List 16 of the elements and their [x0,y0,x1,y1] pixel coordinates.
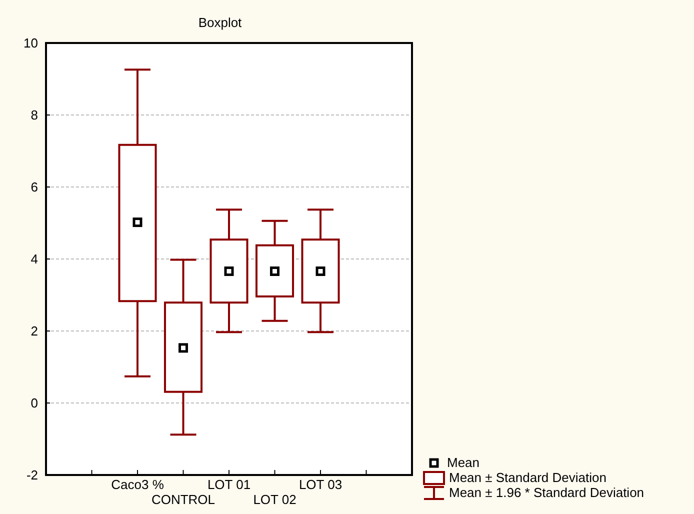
y-tick-label: -2 [26,468,38,483]
x-tick-label: LOT 02 [253,492,296,507]
y-tick-label: 6 [30,180,38,195]
y-tick-label: 4 [30,252,38,267]
chart-title: Boxplot [197,15,243,30]
text: Mean ± Standard Deviation [449,470,606,485]
x-tick-label: CONTROL [151,492,216,507]
text: Mean ± 1.96 * Standard Deviation [449,485,644,500]
text: Mean [447,455,480,470]
y-tick-label: 8 [30,108,38,123]
y-tick-label: 2 [30,324,38,339]
y-tick-label: 10 [24,36,38,51]
x-tick-label: LOT 01 [207,477,251,492]
x-tick-label: LOT 03 [298,477,342,492]
y-tick-label: 0 [30,396,38,411]
x-tick-label: Caco3 % [111,477,164,492]
